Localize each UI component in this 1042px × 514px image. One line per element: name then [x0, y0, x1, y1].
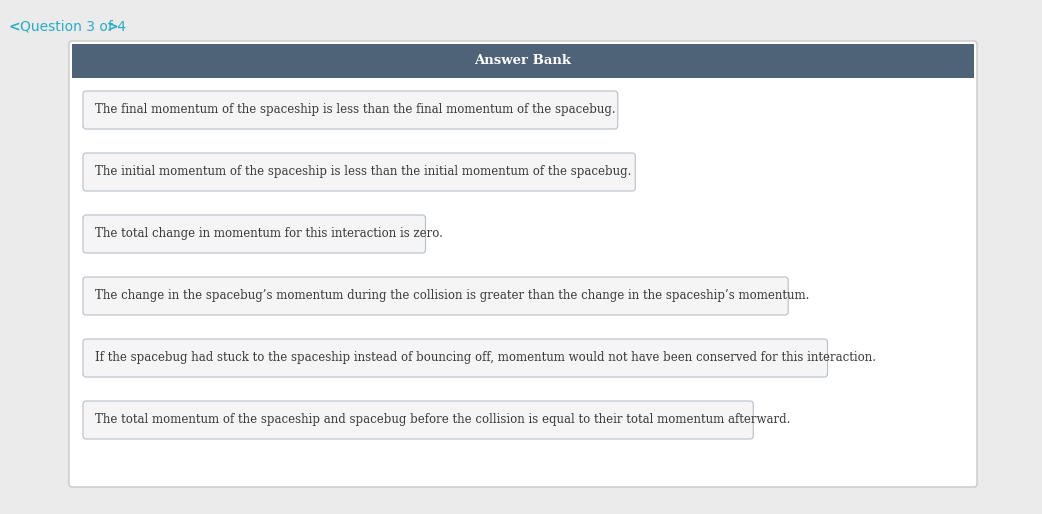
- FancyBboxPatch shape: [83, 91, 618, 129]
- FancyBboxPatch shape: [83, 401, 753, 439]
- FancyBboxPatch shape: [83, 153, 636, 191]
- Polygon shape: [72, 44, 974, 78]
- Text: <: <: [8, 20, 20, 34]
- Text: The initial momentum of the spaceship is less than the initial momentum of the s: The initial momentum of the spaceship is…: [95, 166, 631, 178]
- Text: If the spacebug had stuck to the spaceship instead of bouncing off, momentum wou: If the spacebug had stuck to the spacesh…: [95, 352, 876, 364]
- Text: The final momentum of the spaceship is less than the final momentum of the space: The final momentum of the spaceship is l…: [95, 103, 616, 117]
- Text: The total change in momentum for this interaction is zero.: The total change in momentum for this in…: [95, 228, 443, 241]
- Text: Question 3 of 4: Question 3 of 4: [20, 20, 126, 34]
- Text: The change in the spacebug’s momentum during the collision is greater than the c: The change in the spacebug’s momentum du…: [95, 289, 810, 303]
- Text: >: >: [107, 20, 119, 34]
- FancyBboxPatch shape: [69, 41, 977, 487]
- Text: The total momentum of the spaceship and spacebug before the collision is equal t: The total momentum of the spaceship and …: [95, 413, 791, 427]
- Text: Answer Bank: Answer Bank: [474, 54, 571, 67]
- FancyBboxPatch shape: [83, 277, 788, 315]
- FancyBboxPatch shape: [83, 339, 827, 377]
- FancyBboxPatch shape: [83, 215, 425, 253]
